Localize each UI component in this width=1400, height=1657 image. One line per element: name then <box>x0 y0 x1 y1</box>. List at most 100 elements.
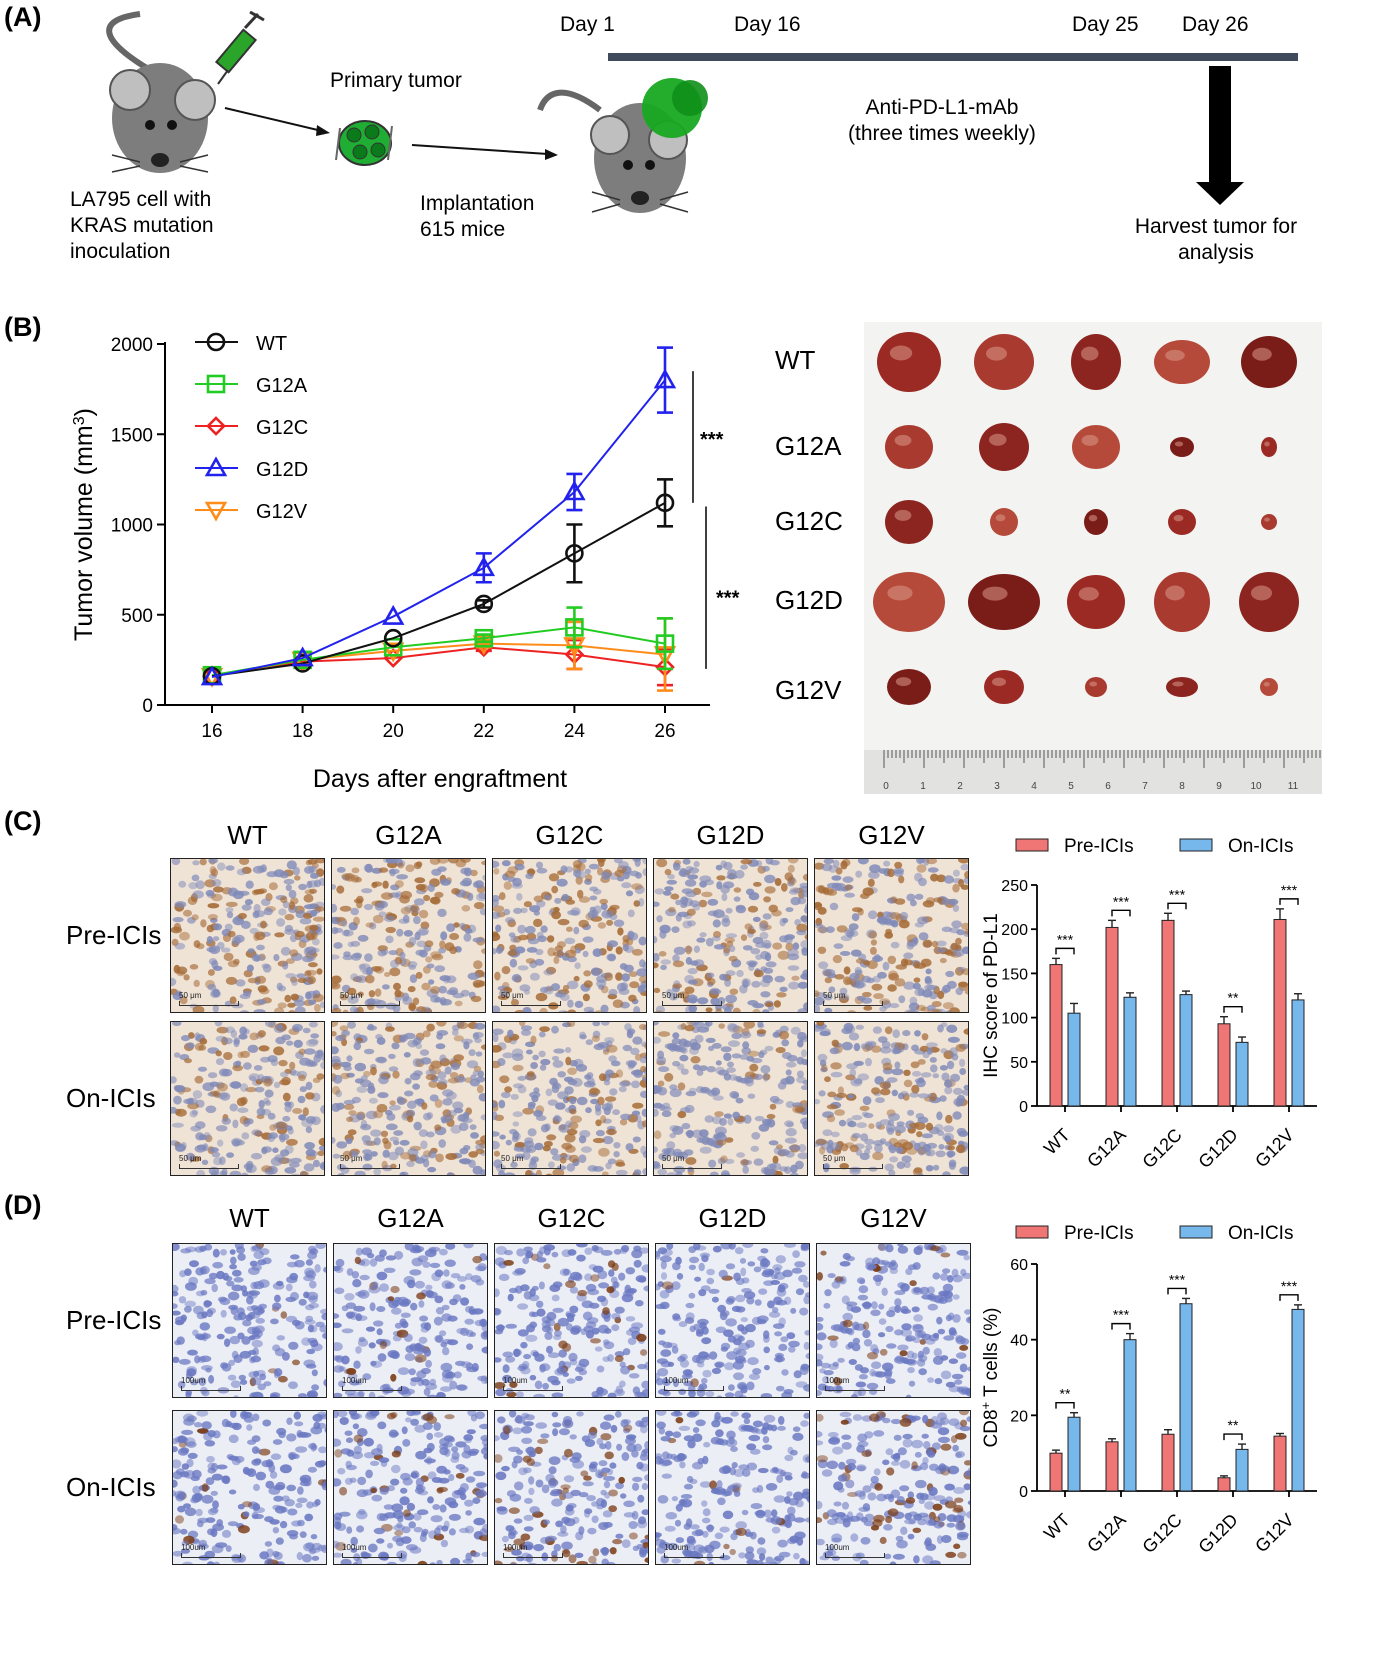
ihc-texture <box>817 1244 970 1397</box>
scale-bar: 100um <box>664 1543 724 1558</box>
ihc-row-label-pre-icis: Pre-ICIs <box>66 1304 162 1335</box>
scale-bar: 100um <box>664 1376 724 1391</box>
ihc-column-label-g12d: G12D <box>698 1203 767 1233</box>
tumor-sample <box>1239 572 1299 632</box>
data-point <box>381 604 405 625</box>
ihc-column-label-g12a: G12A <box>375 820 442 850</box>
implantation-line-2: 615 mice <box>420 218 506 241</box>
ruler-number: 9 <box>1216 781 1222 792</box>
significance-label: *** <box>716 588 740 610</box>
ihc-image-on-icis-g12v: 100um <box>816 1410 971 1565</box>
data-point <box>655 493 675 513</box>
ihc-texture <box>654 1022 807 1175</box>
data-point <box>653 368 677 389</box>
scale-bar-label: 100um <box>181 1376 206 1385</box>
x-tick-label: G12D <box>1194 1125 1241 1172</box>
data-point <box>206 416 226 436</box>
ihc-image-pre-icis-g12c: 50 μm <box>492 858 647 1013</box>
ihc-column-label-g12v: G12V <box>858 820 925 850</box>
ihc-column-label-g12c: G12C <box>535 820 604 850</box>
ruler-number: 3 <box>994 781 1000 792</box>
x-tick-label: G12A <box>1083 1510 1130 1557</box>
scale-bar-label: 100um <box>825 1543 850 1552</box>
ihc-texture <box>173 1244 326 1397</box>
scale-bar: 100um <box>181 1543 241 1558</box>
legend-label-g12v: G12V <box>256 501 308 523</box>
scale-bar-label: 50 μm <box>340 991 363 1000</box>
y-tick-label: 2000 <box>111 335 153 356</box>
tumor-sample <box>885 425 933 469</box>
tumor-sample <box>873 572 945 632</box>
data-point <box>204 501 228 522</box>
data-point <box>565 544 584 563</box>
y-axis-label: Tumor volume (mm3) <box>70 408 98 641</box>
ihc-texture <box>332 859 485 1012</box>
tumor-row-label-g12c: G12C <box>775 506 843 536</box>
tumor-sample <box>968 574 1040 630</box>
significance-label: *** <box>1169 1271 1186 1287</box>
x-tick-label: 16 <box>201 721 222 742</box>
scale-bar: 50 μm <box>340 1154 400 1169</box>
series-g12a <box>202 606 675 685</box>
inoculation-line-2: KRAS mutation <box>70 214 214 237</box>
significance-label: ** <box>1228 1417 1239 1433</box>
tumor-highlight <box>894 509 912 521</box>
tumor-highlight <box>1263 682 1270 687</box>
panel-label-c: (C) <box>4 806 42 836</box>
tumor-sample <box>885 500 933 544</box>
bar-on-icis <box>1123 996 1137 1107</box>
scale-bar: 100um <box>342 1376 402 1391</box>
ihc-texture <box>493 1022 646 1175</box>
ihc-column-label-g12d: G12D <box>696 820 765 850</box>
ihc-texture <box>332 1022 485 1175</box>
bar-pre-icis <box>1105 1441 1119 1492</box>
inoculation-line-3: inoculation <box>70 240 171 263</box>
scale-bar-label: 100um <box>503 1376 528 1385</box>
scale-bar-label: 50 μm <box>501 1154 524 1163</box>
bar-pre-icis <box>1273 918 1287 1107</box>
scale-bar: 100um <box>825 1543 885 1558</box>
significance-bracket <box>1167 1287 1187 1295</box>
significance-bracket <box>1167 902 1187 910</box>
scale-bar-label: 50 μm <box>662 1154 685 1163</box>
ihc-row-label-pre-icis: Pre-ICIs <box>66 919 162 950</box>
data-point <box>206 374 226 394</box>
significance-bracket <box>1279 898 1299 905</box>
ruler-number: 0 <box>883 781 889 792</box>
ihc-texture <box>334 1411 487 1564</box>
x-tick-label: 26 <box>654 721 675 742</box>
x-tick-label: G12D <box>1194 1510 1241 1557</box>
scale-bar: 50 μm <box>823 991 883 1006</box>
tumor-row-label-wt: WT <box>775 345 816 375</box>
data-point <box>474 628 494 648</box>
tumor-highlight <box>1174 441 1184 447</box>
x-tick-label: G12C <box>1138 1125 1185 1172</box>
ihc-image-on-icis-wt: 100um <box>172 1410 327 1565</box>
series-line <box>211 501 666 678</box>
legend-label-g12d: G12D <box>256 459 308 481</box>
ihc-image-on-icis-g12d: 50 μm <box>653 1021 808 1176</box>
significance-label: *** <box>700 429 724 451</box>
legend-label-g12a: G12A <box>256 375 308 397</box>
tumor-highlight <box>995 514 1006 522</box>
scale-bar-label: 50 μm <box>823 991 846 1000</box>
ihc-texture <box>815 1022 968 1175</box>
tumor-sample <box>1154 340 1210 384</box>
ihc-texture <box>334 1244 487 1397</box>
tumor-highlight <box>1264 517 1270 522</box>
ruler-number: 2 <box>957 781 963 792</box>
primary-tumor-label: Primary tumor <box>330 69 462 92</box>
ihc-image-on-icis-g12d: 100um <box>655 1410 810 1565</box>
tumor-row-label-g12v: G12V <box>775 675 842 705</box>
significance-bracket <box>1111 909 1131 917</box>
bar-on-icis <box>1179 1303 1193 1492</box>
scale-bar-label: 100um <box>181 1543 206 1552</box>
tumor-sample <box>1166 677 1198 697</box>
bar-on-icis <box>1235 1041 1249 1107</box>
treatment-line-2: (three times weekly) <box>848 122 1036 145</box>
ihc-column-label-g12c: G12C <box>537 1203 606 1233</box>
scale-bar: 50 μm <box>501 1154 561 1169</box>
ihc-image-pre-icis-g12v: 100um <box>816 1243 971 1398</box>
ihc-image-on-icis-g12v: 50 μm <box>814 1021 969 1176</box>
series-line <box>211 379 666 679</box>
